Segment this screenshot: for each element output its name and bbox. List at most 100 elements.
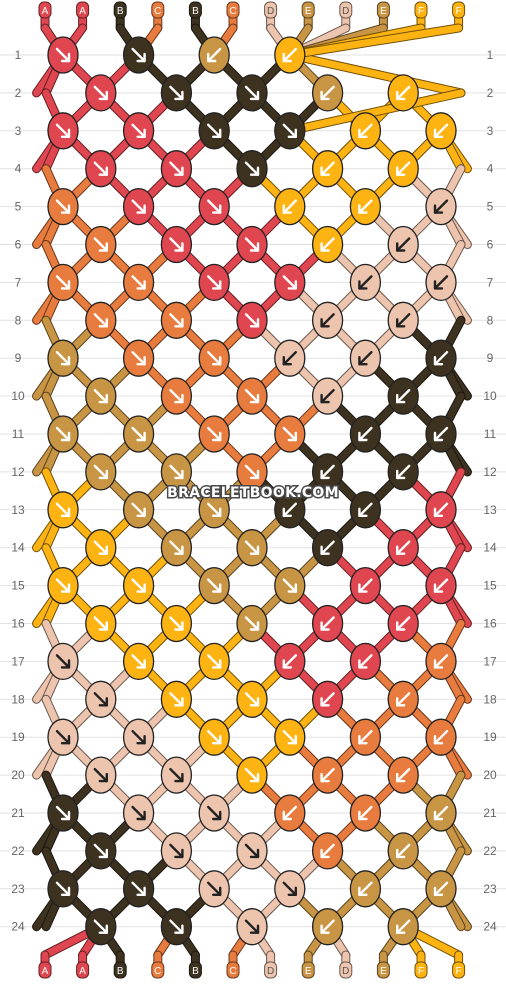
arrow-down-right-icon: [93, 388, 109, 404]
arrow-head-icon: [396, 772, 406, 783]
knot: [236, 756, 268, 794]
knot: [85, 680, 117, 718]
arrow-down-left-icon: [433, 730, 449, 745]
knot: [160, 377, 193, 415]
row-label-left: 4: [15, 162, 22, 176]
arrow-head-icon: [396, 545, 406, 555]
knot: [349, 566, 382, 605]
arrow-head-icon: [358, 128, 368, 139]
arrow-down-right-icon: [55, 199, 71, 214]
knot: [122, 870, 155, 908]
row-label-right: 3: [487, 124, 494, 138]
arrow-down-right-icon: [169, 692, 184, 707]
arrow-down-right-icon: [169, 540, 184, 555]
arrow-down-right-icon: [169, 313, 184, 328]
strand-tip: [301, 1, 315, 19]
knot: [85, 453, 117, 491]
row-label-left: 12: [11, 465, 25, 479]
arrow-down-left-icon: [433, 275, 449, 290]
arrow-head-icon: [249, 621, 260, 631]
arrow-down-right-icon: [169, 237, 184, 252]
arrow-down-right-icon: [55, 654, 71, 669]
strand-letter: B: [192, 966, 199, 977]
strand-letter: C: [229, 966, 236, 977]
arrow-down-right-icon: [131, 199, 146, 214]
arrow-down-right-icon: [93, 464, 109, 480]
arrow-down-right-icon: [244, 843, 260, 859]
arrow-down-left-icon: [433, 426, 449, 442]
knot: [274, 491, 306, 529]
arrow-down-left-icon: [358, 654, 373, 669]
row-label-left: 20: [11, 768, 25, 782]
strand-letter: D: [267, 6, 274, 17]
strand-letter: A: [79, 6, 86, 17]
arrow-head-icon: [136, 52, 146, 63]
thread-segment: [286, 24, 463, 59]
strand-letter: D: [342, 6, 349, 17]
knot: [311, 225, 344, 264]
arrow-head-icon: [358, 735, 368, 745]
arrow-head-icon: [211, 204, 222, 214]
knot: [311, 301, 344, 339]
arrow-head-icon: [287, 583, 297, 593]
knot: [425, 642, 457, 681]
knot: [47, 187, 79, 226]
arrow-head-icon: [174, 242, 184, 252]
arrow-head-icon: [433, 431, 444, 442]
arrow-down-right-icon: [131, 578, 146, 593]
strand-letter: F: [456, 6, 462, 17]
knot: [311, 604, 344, 643]
arrow-down-right-icon: [244, 313, 260, 328]
row-label-left: 1: [15, 48, 22, 62]
knot: [387, 301, 419, 339]
arrow-down-left-icon: [320, 161, 335, 176]
arrow-down-right-icon: [131, 275, 146, 290]
knot: [311, 377, 344, 415]
arrow-head-icon: [60, 583, 71, 593]
knot: [85, 377, 117, 415]
arrow-head-icon: [320, 545, 330, 555]
row-label-right: 12: [483, 465, 497, 479]
arrow-head-icon: [282, 204, 292, 214]
knot: [387, 832, 419, 870]
arrow-head-icon: [433, 735, 444, 745]
arrow-head-icon: [396, 848, 406, 859]
arrow-down-left-icon: [320, 388, 335, 404]
arrow-down-right-icon: [206, 426, 222, 442]
arrow-down-right-icon: [206, 881, 222, 896]
strand-letter: E: [305, 6, 312, 17]
knot: [160, 150, 193, 188]
arrow-head-icon: [320, 848, 330, 859]
arrow-down-right-icon: [93, 919, 109, 934]
knot: [387, 74, 419, 112]
arrow-head-icon: [282, 507, 292, 517]
knot: [311, 74, 344, 112]
arrow-head-icon: [60, 659, 71, 669]
knot: [349, 415, 382, 453]
arrow-head-icon: [358, 583, 368, 593]
arrow-down-left-icon: [433, 123, 449, 139]
row-label-left: 10: [11, 389, 25, 403]
arrow-head-icon: [211, 886, 222, 896]
row-label-left: 13: [11, 503, 25, 517]
arrow-down-left-icon: [433, 578, 449, 593]
arrow-down-right-icon: [55, 275, 71, 290]
knot: [198, 263, 230, 302]
arrow-head-icon: [320, 90, 330, 101]
knot: [47, 718, 79, 756]
arrow-down-right-icon: [206, 275, 222, 290]
row-label-left: 17: [11, 654, 25, 668]
arrow-down-left-icon: [396, 919, 411, 934]
arrow-down-right-icon: [55, 805, 71, 821]
arrow-head-icon: [211, 810, 222, 821]
strand-letter: D: [267, 966, 274, 977]
row-label-left: 18: [11, 692, 25, 706]
arrow-down-right-icon: [55, 426, 71, 442]
arrow-head-icon: [60, 52, 71, 63]
knot: [160, 756, 193, 794]
arrow-head-icon: [396, 90, 406, 101]
arrow-down-left-icon: [320, 616, 335, 631]
arrow-down-right-icon: [93, 237, 109, 252]
knot: [198, 36, 230, 74]
knot: [387, 908, 419, 946]
